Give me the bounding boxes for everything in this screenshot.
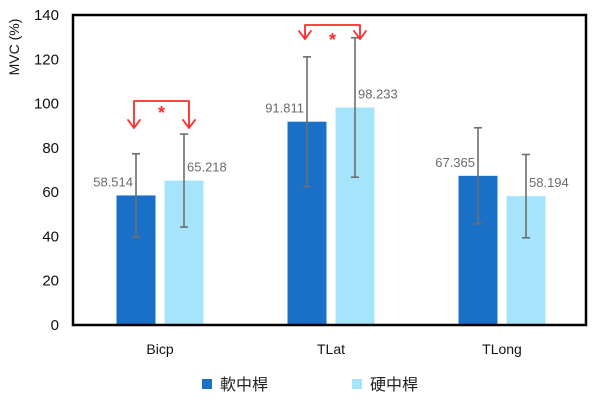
data-value-label: 91.811 — [265, 101, 304, 116]
significance-asterisk: * — [329, 30, 336, 50]
y-tick-label: 60 — [42, 184, 59, 201]
significance-asterisk: * — [158, 103, 165, 123]
error-bar — [522, 153, 530, 239]
value-labels: 58.514 91.811 67.365 65.218 98.233 58.194 — [93, 86, 569, 190]
error-bars — [132, 36, 530, 239]
plot-frame — [71, 13, 588, 327]
x-axis-category-labels: Bicp TLat TLong — [146, 341, 521, 357]
data-value-label: 67.365 — [435, 155, 475, 170]
y-tick-label: 80 — [42, 140, 59, 157]
error-bar — [474, 126, 482, 225]
bars — [116, 107, 546, 325]
error-bar — [132, 153, 140, 238]
error-bar — [303, 56, 311, 188]
y-axis-ticks: 0 20 40 60 80 100 120 140 — [34, 7, 59, 334]
legend-item: 硬中桿 — [352, 375, 418, 394]
legend-label: 硬中桿 — [370, 375, 418, 394]
legend-label: 軟中桿 — [220, 375, 268, 394]
y-tick-label: 20 — [42, 273, 59, 290]
data-value-label: 58.514 — [93, 174, 133, 189]
x-category-label: TLong — [482, 341, 522, 357]
data-value-label: 98.233 — [358, 86, 398, 101]
y-axis-label: MVC (%) — [6, 19, 22, 76]
y-tick-label: 100 — [34, 96, 59, 113]
significance-bracket — [298, 24, 367, 40]
x-category-label: TLat — [317, 341, 345, 357]
legend-item: 軟中桿 — [202, 375, 268, 394]
data-value-label: 65.218 — [187, 160, 227, 175]
legend: 軟中桿 硬中桿 — [202, 375, 418, 394]
significance-bracket — [127, 100, 196, 129]
legend-swatch — [352, 379, 362, 389]
data-value-label: 58.194 — [529, 175, 569, 190]
y-tick-label: 120 — [34, 51, 59, 68]
legend-swatch — [202, 379, 212, 389]
x-category-label: Bicp — [146, 341, 173, 357]
y-tick-label: 0 — [51, 317, 59, 334]
error-bar — [180, 133, 188, 228]
y-tick-label: 40 — [42, 228, 59, 245]
error-bar — [351, 36, 359, 179]
y-tick-label: 140 — [34, 7, 59, 24]
significance-annotations: ** — [127, 24, 367, 129]
